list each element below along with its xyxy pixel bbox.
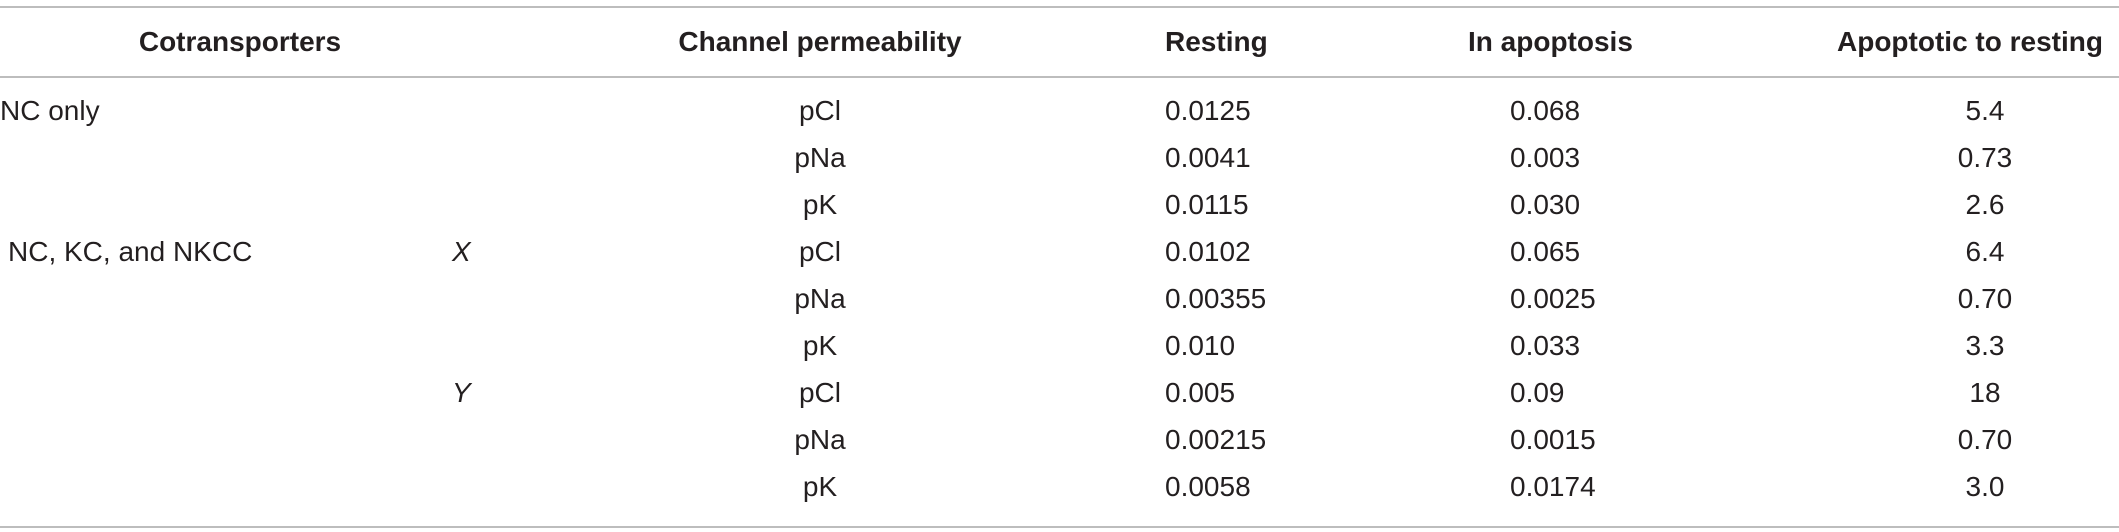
cell-ratio: 3.3: [1965, 330, 2005, 361]
cell-in-apoptosis: 0.068: [1510, 95, 1581, 126]
table-bottom-rule: [0, 526, 2119, 528]
header-cotransporters: Cotransporters: [138, 26, 342, 57]
cell-resting: 0.0125: [1165, 95, 1251, 126]
table-row: NC, KC, and NKCC X pCl 0.0102 0.065 6.4: [0, 219, 2119, 267]
cell-group: Y: [452, 377, 471, 408]
cell-ratio: 5.4: [1965, 95, 2005, 126]
table-row: pK 0.0115 0.030 2.6: [0, 172, 2119, 220]
header-channel-permeability: Channel permeability: [678, 26, 962, 57]
cell-permeability: pNa: [794, 283, 846, 314]
cell-permeability: pCl: [798, 95, 841, 126]
table-row: pK 0.0058 0.0174 3.0: [0, 454, 2119, 502]
cell-in-apoptosis: 0.030: [1510, 189, 1581, 220]
cell-ratio: 6.4: [1965, 236, 2005, 267]
cell-resting: 0.00355: [1165, 283, 1267, 314]
header-in-apoptosis: In apoptosis: [1468, 26, 1633, 57]
table-row: pNa 0.0041 0.003 0.73: [0, 125, 2119, 173]
table-row: pNa 0.00355 0.0025 0.70: [0, 266, 2119, 314]
cell-permeability: pK: [802, 330, 838, 361]
cell-ratio: 0.73: [1957, 142, 2013, 173]
table-row: NC only pCl 0.0125 0.068 5.4: [0, 78, 2119, 126]
cell-cotransporters: NC, KC, and NKCC: [8, 236, 253, 267]
cell-permeability: pNa: [794, 424, 846, 455]
cell-permeability: pK: [802, 471, 838, 502]
table-top-rule: [0, 6, 2119, 8]
cell-ratio: 0.70: [1957, 283, 2013, 314]
cell-cotransporters: NC only: [0, 95, 100, 126]
table-row: Y pCl 0.005 0.09 18: [0, 360, 2119, 408]
cell-resting: 0.0102: [1165, 236, 1251, 267]
header-apoptotic-to-resting: Apoptotic to resting: [1837, 26, 2103, 57]
cell-in-apoptosis: 0.065: [1510, 236, 1581, 267]
cell-permeability: pCl: [798, 236, 841, 267]
table-header-row: Cotransporters Channel permeability Rest…: [0, 8, 2119, 76]
table-row: pK 0.010 0.033 3.3: [0, 313, 2119, 361]
cell-ratio: 2.6: [1965, 189, 2005, 220]
cell-in-apoptosis: 0.0174: [1510, 471, 1596, 502]
cell-resting: 0.0058: [1165, 471, 1251, 502]
cell-in-apoptosis: 0.0025: [1510, 283, 1596, 314]
cell-resting: 0.005: [1165, 377, 1236, 408]
cell-resting: 0.0041: [1165, 142, 1251, 173]
cell-in-apoptosis: 0.0015: [1510, 424, 1596, 455]
cell-in-apoptosis: 0.003: [1510, 142, 1581, 173]
cell-permeability: pNa: [794, 142, 846, 173]
cell-ratio: 3.0: [1965, 471, 2005, 502]
cell-in-apoptosis: 0.09: [1510, 377, 1565, 408]
header-resting: Resting: [1165, 26, 1268, 57]
cell-ratio: 18: [1969, 377, 2001, 408]
cell-resting: 0.0115: [1165, 189, 1249, 220]
cell-permeability: pK: [802, 189, 838, 220]
table-header-rule: [0, 76, 2119, 78]
cell-resting: 0.010: [1165, 330, 1236, 361]
cell-ratio: 0.70: [1957, 424, 2013, 455]
cell-in-apoptosis: 0.033: [1510, 330, 1581, 361]
cell-resting: 0.00215: [1165, 424, 1267, 455]
cell-permeability: pCl: [798, 377, 841, 408]
table-row: pNa 0.00215 0.0015 0.70: [0, 407, 2119, 455]
cell-group: X: [452, 236, 471, 267]
